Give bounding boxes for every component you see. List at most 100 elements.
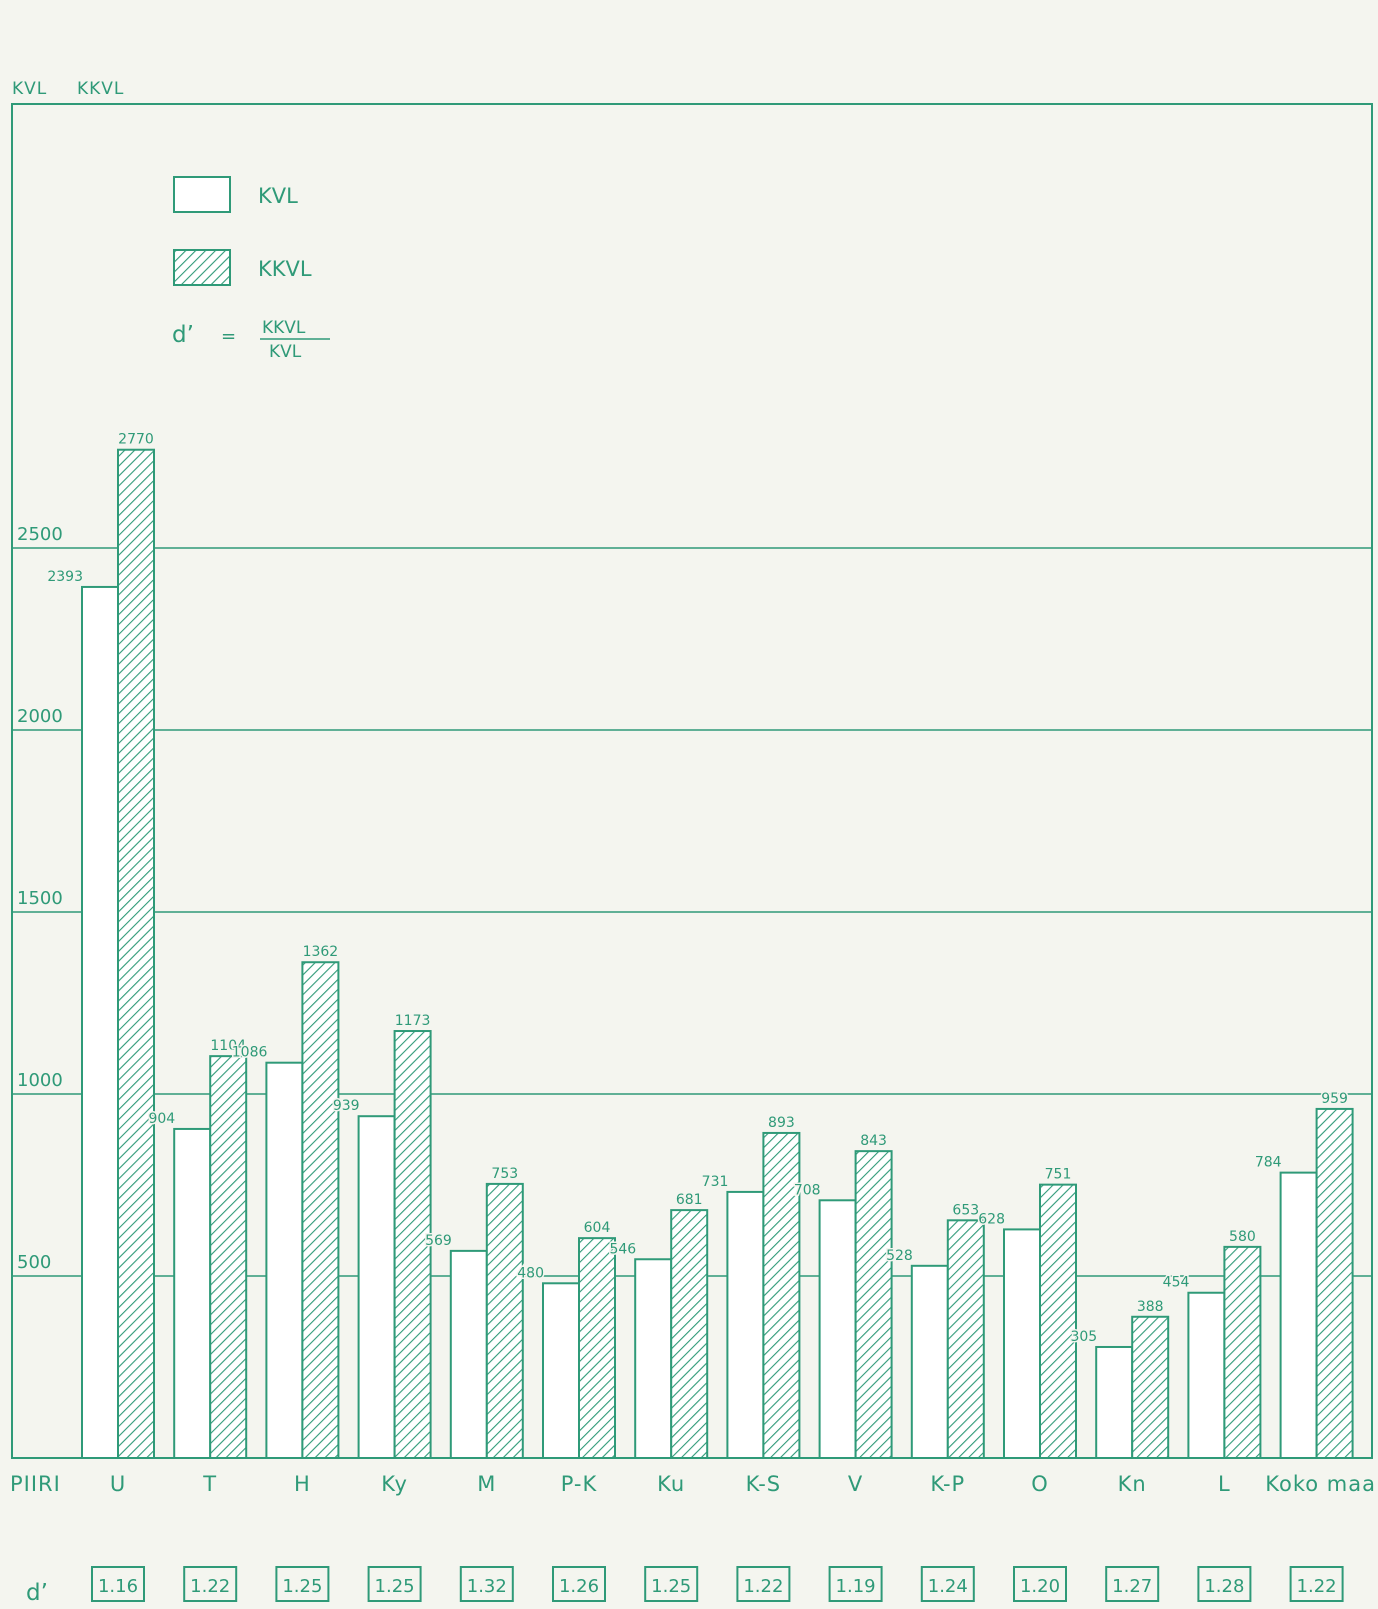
value-label-kkvl-U: 2770 bbox=[118, 432, 154, 448]
bar-kvl-K-P bbox=[910, 1264, 949, 1459]
value-label-kkvl-Ky: 1173 bbox=[395, 1013, 431, 1029]
legend-formula-numerator: KKVL bbox=[262, 318, 306, 338]
bar-kkvl-M bbox=[485, 1182, 524, 1459]
d-ratio-box-O bbox=[1013, 1566, 1067, 1602]
value-label-kvl-U: 2393 bbox=[47, 569, 83, 585]
value-label-kvl-L: 454 bbox=[1163, 1275, 1190, 1291]
bar-kkvl-Ky bbox=[393, 1030, 432, 1459]
category-label-K-P: K-P bbox=[930, 1472, 965, 1496]
category-label-O: O bbox=[1031, 1472, 1049, 1496]
d-ratio-value-U: 1.16 bbox=[98, 1576, 138, 1597]
d-ratio-value-Ky: 1.25 bbox=[375, 1576, 415, 1597]
value-label-kkvl-K-P: 653 bbox=[952, 1202, 979, 1218]
legend-formula-equals: = bbox=[221, 326, 236, 347]
bar-kvl-T bbox=[173, 1127, 212, 1459]
legend: KVL KKVL d’ = KKVL KVL bbox=[172, 176, 330, 362]
d-ratio-box-Kn bbox=[1105, 1566, 1160, 1602]
value-label-kvl-K-S: 731 bbox=[702, 1174, 729, 1190]
d-ratio-box-P-K bbox=[552, 1566, 606, 1602]
bar-kvl-H bbox=[265, 1061, 304, 1460]
d-ratio-value-P-K: 1.26 bbox=[559, 1576, 599, 1597]
bar-kkvl-Koko maa bbox=[1315, 1107, 1354, 1459]
bar-kvl-Kn bbox=[1095, 1345, 1134, 1459]
d-ratio-value-O: 1.20 bbox=[1020, 1576, 1060, 1597]
d-ratio-value-K-S: 1.22 bbox=[743, 1576, 783, 1597]
bar-kkvl-K-S bbox=[762, 1131, 801, 1459]
y-tick-label-1000: 1000 bbox=[17, 1070, 63, 1091]
d-ratio-box-M bbox=[459, 1566, 514, 1602]
legend-kvl-swatch bbox=[173, 176, 231, 213]
legend-formula-denominator: KVL bbox=[269, 342, 302, 362]
bar-kvl-Ku bbox=[634, 1258, 673, 1459]
value-label-kvl-Ky: 939 bbox=[333, 1098, 360, 1114]
category-label-Kn: Kn bbox=[1118, 1472, 1147, 1496]
category-label-T: T bbox=[202, 1472, 217, 1496]
bar-kvl-O bbox=[1003, 1228, 1041, 1459]
category-label-V: V bbox=[848, 1472, 863, 1496]
value-label-kkvl-O: 751 bbox=[1045, 1167, 1072, 1183]
bar-kkvl-V bbox=[854, 1150, 893, 1459]
value-label-kkvl-M: 753 bbox=[491, 1166, 518, 1182]
value-label-kkvl-V: 843 bbox=[860, 1133, 887, 1149]
value-label-kvl-K-P: 528 bbox=[886, 1248, 913, 1264]
legend-kvl-label: KVL bbox=[258, 184, 298, 208]
d-ratio-box-Ky bbox=[367, 1566, 422, 1602]
legend-kkvl-swatch bbox=[173, 249, 231, 286]
bar-kvl-V bbox=[818, 1199, 857, 1459]
d-ratio-value-L: 1.28 bbox=[1204, 1576, 1244, 1597]
value-label-kkvl-P-K: 604 bbox=[584, 1220, 611, 1236]
category-label-P-K: P-K bbox=[561, 1472, 598, 1496]
value-label-kvl-P-K: 480 bbox=[517, 1265, 544, 1281]
y-tick-label-500: 500 bbox=[17, 1252, 51, 1273]
y-tick-label-1500: 1500 bbox=[17, 888, 63, 909]
value-label-kkvl-T: 1104 bbox=[210, 1038, 246, 1054]
d-ratio-row-label: d’ bbox=[26, 1580, 48, 1605]
category-label-Ku: Ku bbox=[657, 1472, 685, 1496]
d-ratio-box-Koko maa bbox=[1289, 1566, 1344, 1602]
category-label-U: U bbox=[110, 1472, 126, 1496]
value-label-kkvl-L: 580 bbox=[1229, 1229, 1256, 1245]
bar-kvl-K-S bbox=[726, 1190, 765, 1460]
value-label-kvl-M: 569 bbox=[425, 1233, 452, 1249]
category-label-H: H bbox=[294, 1472, 311, 1496]
bar-kkvl-P-K bbox=[578, 1237, 616, 1460]
category-label-Koko maa: Koko maa bbox=[1265, 1472, 1376, 1496]
category-label-L: L bbox=[1218, 1472, 1231, 1496]
bar-kvl-P-K bbox=[542, 1282, 580, 1460]
legend-kkvl-label: KKVL bbox=[258, 257, 312, 281]
value-label-kvl-T: 904 bbox=[148, 1111, 175, 1127]
bar-kvl-U bbox=[81, 585, 119, 1459]
value-label-kkvl-Kn: 388 bbox=[1137, 1299, 1164, 1315]
d-ratio-value-M: 1.32 bbox=[467, 1576, 507, 1597]
y-tick-label-2000: 2000 bbox=[17, 706, 63, 727]
bar-kvl-L bbox=[1187, 1291, 1226, 1460]
bar-kkvl-T bbox=[209, 1055, 248, 1460]
value-label-kkvl-Koko maa: 959 bbox=[1321, 1091, 1348, 1107]
bar-kkvl-O bbox=[1039, 1183, 1077, 1459]
value-label-kkvl-Ku: 681 bbox=[676, 1192, 703, 1208]
bar-kkvl-Kn bbox=[1131, 1315, 1170, 1459]
d-ratio-box-Ku bbox=[644, 1566, 699, 1602]
category-label-M: M bbox=[477, 1472, 496, 1496]
d-ratio-box-L bbox=[1197, 1566, 1252, 1602]
value-label-kvl-V: 708 bbox=[794, 1182, 821, 1198]
d-ratio-value-Ku: 1.25 bbox=[651, 1576, 691, 1597]
d-ratio-value-K-P: 1.24 bbox=[928, 1576, 968, 1597]
category-label-Ky: Ky bbox=[381, 1472, 408, 1496]
bar-kvl-Koko maa bbox=[1279, 1171, 1318, 1460]
value-label-kvl-Kn: 305 bbox=[1070, 1329, 1097, 1345]
bar-kvl-Ky bbox=[357, 1115, 396, 1459]
d-ratio-value-Koko maa: 1.22 bbox=[1297, 1576, 1337, 1597]
value-label-kvl-H: 1086 bbox=[232, 1045, 268, 1061]
y-tick-label-2500: 2500 bbox=[17, 524, 63, 545]
value-label-kkvl-K-S: 893 bbox=[768, 1115, 795, 1131]
bar-kkvl-L bbox=[1223, 1245, 1262, 1459]
bar-kvl-M bbox=[449, 1249, 488, 1460]
value-label-kkvl-H: 1362 bbox=[303, 944, 339, 960]
value-label-kvl-Ku: 546 bbox=[609, 1241, 636, 1257]
d-ratio-value-V: 1.19 bbox=[836, 1576, 876, 1597]
d-ratio-box-T bbox=[183, 1566, 238, 1602]
category-label-K-S: K-S bbox=[746, 1472, 781, 1496]
